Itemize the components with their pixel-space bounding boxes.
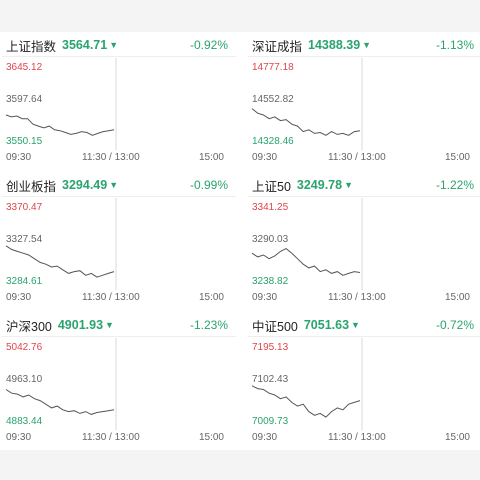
header-divider (248, 336, 480, 337)
mid-label: 4963.10 (6, 374, 43, 385)
intraday-chart (251, 198, 363, 290)
header-divider (248, 196, 480, 197)
indices-grid (0, 32, 480, 450)
price-line (5, 245, 115, 278)
index-price: 3564.71 (62, 38, 108, 52)
down-arrow-icon: ▼ (344, 180, 354, 190)
index-card[interactable]: 中证500 7051.63 ▼ -0.72% 7195.13 7102.43 7… (248, 312, 480, 443)
index-card[interactable]: 深证成指 14388.39 ▼ -1.13% 14777.18 14552.82… (248, 32, 480, 163)
time-start: 09:30 (252, 432, 278, 443)
index-card[interactable]: 沪深300 4901.93 ▼ -1.23% 5042.76 4963.10 4… (2, 312, 236, 443)
low-label: 14328.46 (252, 136, 294, 147)
high-label: 3341.25 (252, 202, 289, 213)
mid-label: 3597.64 (6, 94, 43, 105)
index-change: -1.13% (435, 38, 474, 52)
index-change: -0.99% (189, 178, 228, 192)
price-line (5, 114, 115, 136)
index-price: 3249.78 (296, 178, 343, 192)
header-divider (2, 336, 236, 337)
high-label: 14777.18 (252, 62, 294, 73)
time-mid: 11:30 / 13:00 (328, 292, 386, 303)
down-arrow-icon: ▼ (109, 180, 119, 190)
time-end: 15:00 (444, 432, 470, 443)
time-start: 09:30 (6, 152, 32, 163)
high-label: 7195.13 (252, 342, 289, 353)
down-arrow-icon: ▼ (362, 40, 372, 50)
high-label: 3645.12 (6, 62, 43, 73)
header-divider (248, 56, 480, 57)
index-name: 创业板指 (6, 179, 57, 194)
low-label: 3238.82 (252, 276, 289, 287)
card-header: 创业板指 3294.49 ▼ (6, 176, 232, 194)
intraday-chart (251, 58, 363, 150)
mid-label: 3327.54 (6, 234, 43, 245)
low-label: 3284.61 (6, 276, 43, 287)
index-card[interactable]: 上证指数 3564.71 ▼ -0.92% 3645.12 3597.64 35… (2, 32, 236, 163)
index-price: 3294.49 (62, 178, 108, 192)
card-header: 深证成指 14388.39 ▼ (252, 36, 478, 54)
intraday-chart (5, 338, 117, 430)
time-end: 15:00 (444, 292, 470, 303)
card-header: 中证500 7051.63 ▼ (252, 316, 478, 334)
header-divider (2, 56, 236, 57)
time-mid: 11:30 / 13:00 (328, 152, 386, 163)
index-change: -1.23% (189, 318, 228, 332)
index-name: 上证指数 (6, 39, 57, 54)
intraday-chart (251, 338, 363, 430)
index-change: -0.72% (435, 318, 474, 332)
time-mid: 11:30 / 13:00 (82, 292, 140, 303)
low-label: 7009.73 (252, 416, 289, 427)
index-name: 上证50 (252, 179, 291, 194)
index-name: 沪深300 (6, 319, 52, 334)
card-header: 沪深300 4901.93 ▼ (6, 316, 232, 334)
time-start: 09:30 (252, 152, 278, 163)
down-arrow-icon: ▼ (105, 320, 114, 330)
index-change: -1.22% (435, 178, 474, 192)
price-line (251, 385, 361, 418)
down-arrow-icon: ▼ (351, 320, 360, 330)
price-line (251, 108, 361, 136)
time-end: 15:00 (198, 152, 224, 163)
index-name: 中证500 (252, 319, 298, 334)
time-end: 15:00 (198, 292, 224, 303)
intraday-chart (5, 58, 117, 150)
time-mid: 11:30 / 13:00 (82, 432, 140, 443)
low-label: 4883.44 (6, 416, 43, 427)
mid-label: 14552.82 (252, 94, 294, 105)
time-end: 15:00 (198, 432, 224, 443)
index-name: 深证成指 (252, 39, 303, 54)
index-price: 7051.63 (303, 318, 350, 332)
price-line (251, 248, 361, 276)
time-start: 09:30 (252, 292, 278, 303)
index-card[interactable]: 上证50 3249.78 ▼ -1.22% 3341.25 3290.03 32… (248, 172, 480, 303)
low-label: 3550.15 (6, 136, 43, 147)
index-change: -0.92% (189, 38, 228, 52)
card-header: 上证指数 3564.71 ▼ (6, 36, 232, 54)
time-mid: 11:30 / 13:00 (82, 152, 140, 163)
high-label: 3370.47 (6, 202, 43, 213)
card-header: 上证50 3249.78 ▼ (252, 176, 478, 194)
time-end: 15:00 (444, 152, 470, 163)
price-line (5, 389, 115, 415)
down-arrow-icon: ▼ (109, 40, 119, 50)
index-card[interactable]: 创业板指 3294.49 ▼ -0.99% 3370.47 3327.54 32… (2, 172, 236, 303)
mid-label: 3290.03 (252, 234, 289, 245)
mid-label: 7102.43 (252, 374, 289, 385)
time-start: 09:30 (6, 432, 32, 443)
index-price: 4901.93 (57, 318, 104, 332)
header-divider (2, 196, 236, 197)
high-label: 5042.76 (6, 342, 43, 353)
intraday-chart (5, 198, 117, 290)
time-mid: 11:30 / 13:00 (328, 432, 386, 443)
time-start: 09:30 (6, 292, 32, 303)
index-price: 14388.39 (308, 38, 361, 52)
